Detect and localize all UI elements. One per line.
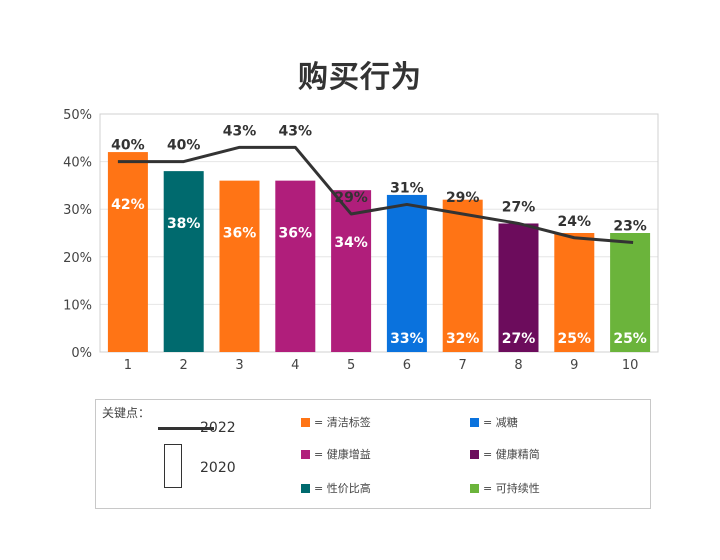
x-tick-label: 2 <box>180 358 188 373</box>
legend-line-label: 2022 <box>200 420 236 436</box>
bar-value-label: 33% <box>390 331 424 347</box>
legend-item-sustainability: = 可持续性 <box>470 480 540 496</box>
bars <box>107 152 651 352</box>
y-tick-label: 30% <box>63 203 92 218</box>
bar-line-chart: 0% 10% 20% 30% 40% 50% 42% 38% 36% 36% 34% 33% 32% 2… <box>63 108 659 373</box>
legend-swatch <box>470 484 479 493</box>
legend-swatch <box>301 450 310 459</box>
bar <box>610 233 651 352</box>
series-line <box>117 145 634 245</box>
legend-swatch <box>470 450 479 459</box>
bar-value-label: 38% <box>167 216 201 232</box>
line-value-label: 23% <box>613 219 647 235</box>
bar-value-label: 25% <box>558 331 592 347</box>
bar <box>498 223 539 352</box>
legend-swatch <box>301 484 310 493</box>
line-value-label: 29% <box>446 190 480 206</box>
y-tick-label: 20% <box>63 251 92 266</box>
bar <box>219 180 260 352</box>
legend-title: 关键点： <box>102 406 151 420</box>
bar <box>331 190 372 352</box>
bar <box>275 180 316 352</box>
line-value-labels: 40% 40% 43% 43% 29% 31% 29% 27% 24% 23% <box>111 123 647 234</box>
bar-value-label: 36% <box>279 226 313 242</box>
x-tick-label: 9 <box>570 358 578 373</box>
x-tick-label: 5 <box>347 358 355 373</box>
legend-item-clean-label: = 清洁标签 <box>301 414 371 430</box>
chart-title: 购买行为 <box>298 60 422 95</box>
x-tick-label: 7 <box>459 358 467 373</box>
y-tick-label: 10% <box>63 298 92 313</box>
bar-value-label: 42% <box>111 197 145 213</box>
line-value-label: 40% <box>111 138 145 154</box>
plot-frame <box>99 113 659 353</box>
legend-swatch <box>470 418 479 427</box>
bar-value-label: 34% <box>334 235 368 251</box>
legend-line-swatch <box>158 427 214 430</box>
bar <box>442 199 483 352</box>
bar <box>163 171 204 352</box>
line-series-2022 <box>117 145 634 245</box>
legend-bar-swatch <box>164 444 182 488</box>
legend-item-health-minus: = 健康精简 <box>470 446 540 462</box>
x-tick-label: 6 <box>403 358 411 373</box>
bar-value-labels: 42% 38% 36% 36% 34% 33% 32% 27% 25% 25% <box>111 197 647 347</box>
bar <box>554 233 595 352</box>
legend-swatch <box>301 418 310 427</box>
legend-item-value: = 性价比高 <box>301 480 371 496</box>
y-tick-label: 40% <box>63 156 92 171</box>
x-tick-label: 8 <box>514 358 522 373</box>
y-tick-label: 0% <box>71 346 92 361</box>
x-tick-label: 1 <box>124 358 132 373</box>
bar-value-label: 32% <box>446 331 480 347</box>
line-value-label: 27% <box>502 199 536 215</box>
y-axis-ticks: 0% 10% 20% 30% 40% 50% <box>63 108 92 361</box>
line-value-label: 40% <box>167 138 201 154</box>
bar <box>386 194 427 352</box>
bar-value-label: 27% <box>502 331 536 347</box>
legend: 关键点： 2022 2020 = 清洁标签 = 减糖 = 健康增益 = 健康精简… <box>95 399 651 509</box>
line-value-label: 31% <box>390 180 424 196</box>
x-axis-ticks: 1 2 3 4 5 6 7 8 9 10 <box>124 358 639 373</box>
legend-item-reduced-sugar: = 减糖 <box>470 414 518 430</box>
x-tick-label: 4 <box>291 358 299 373</box>
line-value-label: 43% <box>279 123 313 139</box>
y-tick-label: 50% <box>63 108 92 123</box>
bar-value-label: 25% <box>613 331 647 347</box>
line-value-label: 29% <box>334 190 368 206</box>
line-value-label: 43% <box>223 123 257 139</box>
bar <box>107 152 148 352</box>
legend-item-health-plus: = 健康增益 <box>301 446 371 462</box>
legend-bar-label: 2020 <box>200 460 236 476</box>
x-tick-label: 10 <box>622 358 639 373</box>
line-value-label: 24% <box>558 214 592 230</box>
x-tick-label: 3 <box>235 358 243 373</box>
bar-value-label: 36% <box>223 226 257 242</box>
